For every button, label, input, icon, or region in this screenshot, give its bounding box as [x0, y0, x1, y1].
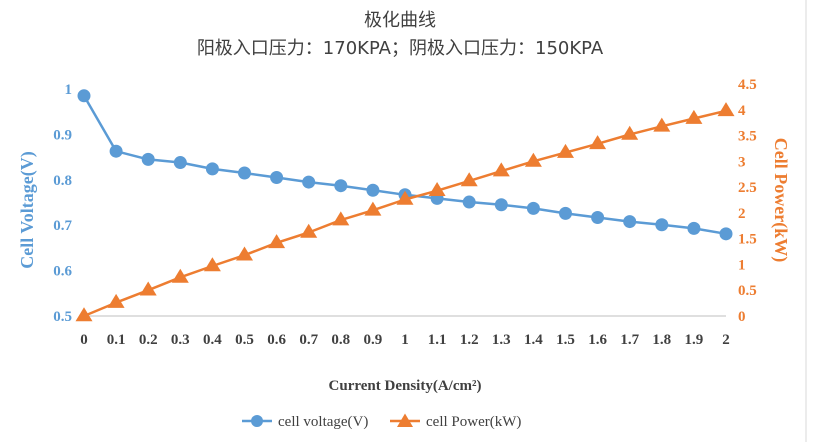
- x-tick-label: 2: [722, 332, 730, 348]
- data-point: [524, 152, 542, 167]
- y-right-tick-label: 0: [738, 309, 746, 325]
- y-right-tick-label: 3.5: [738, 129, 757, 145]
- y-left-tick-label: 0.9: [53, 127, 72, 143]
- series-power: [75, 102, 735, 322]
- y-right-tick-label: 4.5: [738, 77, 757, 93]
- data-point: [366, 183, 380, 197]
- data-point: [302, 175, 316, 189]
- x-tick-label: 0.9: [364, 332, 383, 348]
- x-tick-label: 1.5: [556, 332, 575, 348]
- data-point: [268, 234, 286, 249]
- data-point: [687, 221, 701, 235]
- data-point: [460, 172, 478, 187]
- data-point: [653, 117, 671, 132]
- data-point: [236, 246, 253, 261]
- data-point: [719, 227, 733, 241]
- x-tick-label: 1.4: [524, 332, 543, 348]
- x-tick-label: 1.7: [620, 332, 639, 348]
- x-tick-label: 1.3: [492, 332, 511, 348]
- x-tick-label: 0.1: [107, 332, 126, 348]
- legend-power-label: cell Power(kW): [426, 414, 521, 430]
- x-tick-label: 1: [401, 332, 409, 348]
- y-left-tick-label: 1: [65, 82, 73, 98]
- series-layer: [75, 89, 735, 322]
- x-tick-label: 0: [80, 332, 88, 348]
- x-tick-label: 1.1: [428, 332, 447, 348]
- x-tick-label: 1.9: [685, 332, 704, 348]
- data-point: [141, 152, 155, 166]
- data-point: [492, 162, 510, 177]
- data-point: [494, 198, 508, 212]
- data-point: [173, 156, 187, 170]
- legend: cell voltage(V) cell Power(kW): [242, 413, 521, 430]
- legend-voltage-label: cell voltage(V): [278, 414, 368, 430]
- y-right-tick-label: 2.5: [738, 180, 757, 196]
- x-axis-title: Current Density(A/cm²): [329, 378, 482, 394]
- data-point: [623, 215, 637, 229]
- y-right-tick-labels: 0 0.5 1 1.5 2 2.5 3 3.5 4 4.5: [738, 77, 757, 325]
- data-point: [171, 268, 189, 283]
- y-left-tick-labels: 0.5 0.6 0.7 0.8 0.9 1: [53, 82, 72, 325]
- x-tick-label: 0.8: [331, 332, 350, 348]
- legend-voltage-marker: [251, 415, 263, 427]
- x-tick-label: 0.5: [235, 332, 254, 348]
- data-point: [655, 218, 669, 232]
- data-point: [462, 195, 476, 209]
- data-point: [559, 206, 572, 220]
- y-right-tick-label: 4: [738, 103, 746, 119]
- data-point: [334, 179, 348, 193]
- data-point: [332, 211, 350, 226]
- data-point: [591, 210, 605, 224]
- data-point: [75, 307, 93, 322]
- data-point: [107, 293, 125, 308]
- chart-title: 极化曲线: [364, 10, 436, 31]
- y-left-tick-label: 0.6: [53, 264, 72, 280]
- data-point: [300, 223, 318, 238]
- x-tick-label: 1.8: [652, 332, 671, 348]
- legend-power-marker: [397, 413, 413, 427]
- y-right-tick-label: 1.5: [738, 232, 757, 248]
- x-tick-label: 0.4: [203, 332, 222, 348]
- y-left-tick-label: 0.7: [53, 218, 72, 234]
- y-right-tick-label: 1: [738, 257, 746, 273]
- data-point: [428, 182, 446, 196]
- chart-subtitle: 阳极入口压力：170KPA；阴极入口压力：150KPA: [197, 38, 604, 59]
- x-tick-label: 1.6: [588, 332, 607, 348]
- data-point: [270, 171, 284, 185]
- x-tick-label: 1.2: [460, 332, 479, 348]
- data-point: [557, 143, 574, 158]
- y-left-tick-label: 0.8: [53, 173, 72, 189]
- data-point: [621, 125, 639, 140]
- data-point: [526, 201, 540, 215]
- data-point: [77, 89, 91, 103]
- data-point: [205, 162, 219, 176]
- y-right-tick-label: 3: [738, 154, 746, 170]
- data-point: [396, 190, 414, 205]
- x-tick-label: 0.7: [299, 332, 318, 348]
- y-left-axis-title: Cell Voltage(V): [17, 151, 38, 268]
- x-tick-label: 0.2: [139, 332, 158, 348]
- x-tick-label: 0.6: [267, 332, 286, 348]
- data-point: [238, 166, 251, 180]
- x-tick-label: 0.3: [171, 332, 190, 348]
- y-right-axis-title: Cell Power(kW): [770, 138, 791, 262]
- y-left-tick-label: 0.5: [53, 309, 72, 325]
- y-right-tick-label: 0.5: [738, 283, 757, 299]
- y-right-tick-label: 2: [738, 206, 746, 222]
- data-point: [589, 135, 607, 150]
- data-point: [109, 144, 123, 158]
- data-point: [364, 201, 382, 216]
- data-point: [203, 257, 221, 272]
- data-point: [717, 102, 735, 117]
- data-point: [139, 281, 157, 296]
- x-tick-labels: 0 0.1 0.2 0.3 0.4 0.5 0.6 0.7 0.8 0.9 1 1.1 1.2 1.3 1.…: [80, 332, 730, 348]
- data-point: [685, 109, 703, 124]
